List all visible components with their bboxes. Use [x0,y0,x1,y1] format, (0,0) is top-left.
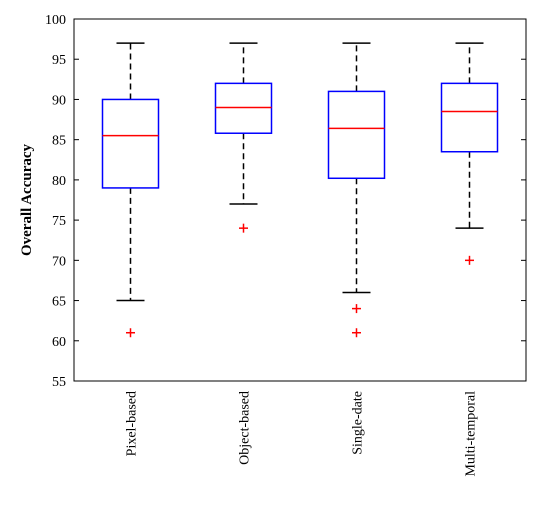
iqr-box [327,90,386,180]
y-tick-label-80: 80 [52,174,66,189]
y-tick-label-100: 100 [45,13,66,28]
y-axis-title: Overall Accuracy [19,143,35,256]
plot-area-frame [73,18,527,382]
y-axis-ticks: 55 60 65 70 75 80 85 90 95 100 [45,13,526,390]
y-tick-label-55: 55 [52,375,66,390]
x-tick-label-2: Single-date [351,391,366,455]
x-tick-label-1: Object-based [238,391,253,465]
outlier-marker-0 [352,304,361,314]
y-tick-label-75: 75 [52,214,66,229]
x-axis-tick-labels: Pixel-based Object-based Single-date Multi-… [125,391,479,477]
y-tick-label-60: 60 [52,335,66,350]
iqr-box [214,82,273,134]
box-group-0 [101,42,160,338]
outlier-marker-0 [465,255,474,265]
box-group-2 [327,42,386,338]
y-tick-label-85: 85 [52,134,66,149]
iqr-box [101,98,160,189]
box-group-1 [214,42,273,233]
boxplot-series [101,42,499,338]
outlier-marker-0 [126,328,135,338]
outlier-marker-1 [352,328,361,338]
iqr-box [440,82,499,153]
box-group-3 [440,42,499,265]
outlier-marker-0 [239,223,248,233]
y-tick-label-65: 65 [52,295,66,310]
x-tick-label-3: Multi-temporal [464,391,479,477]
y-tick-label-95: 95 [52,53,66,68]
y-tick-label-90: 90 [52,93,66,108]
y-tick-label-70: 70 [52,254,66,269]
x-tick-label-0: Pixel-based [125,391,140,456]
